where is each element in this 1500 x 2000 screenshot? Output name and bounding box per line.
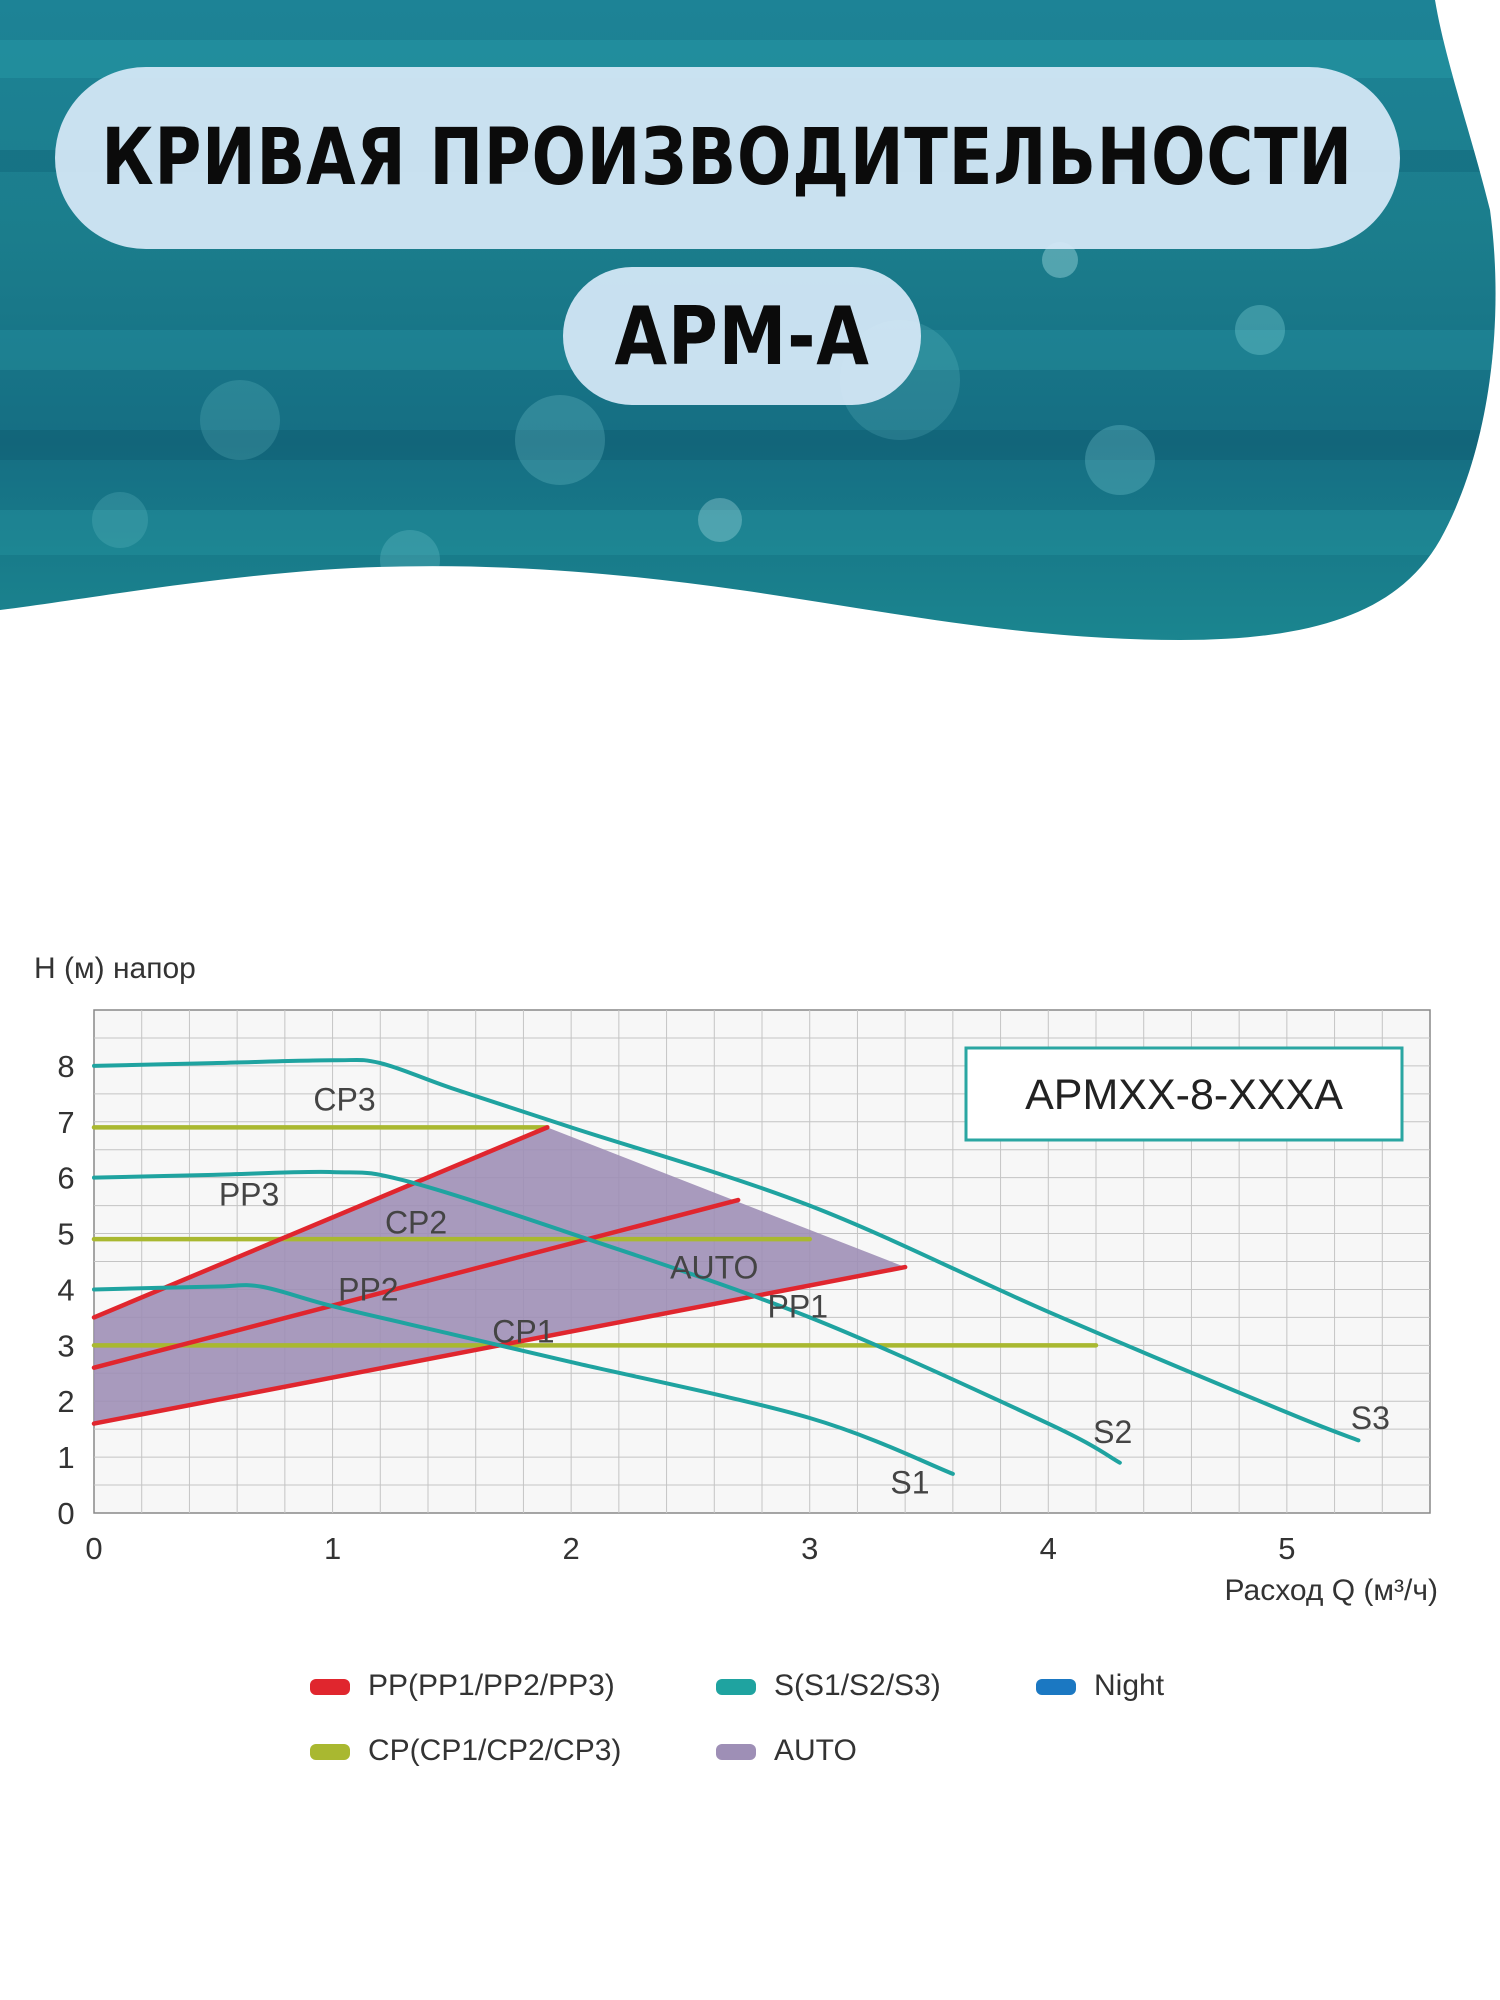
x-tick-label: 5 [1278,1531,1295,1566]
y-tick-label: 4 [57,1272,74,1307]
series-label-cp3: CP3 [313,1082,375,1118]
series-line-pp2 [91,1197,741,1370]
series-line-s1 [92,1283,955,1476]
series-label-s3: S3 [1351,1400,1390,1436]
legend-item: CP(CP1/CP2/CP3) [310,1734,621,1767]
x-tick-label: 3 [801,1531,818,1566]
series-label-cp1: CP1 [492,1314,554,1350]
y-tick-label: 0 [57,1496,74,1531]
page-title-text: КРИВАЯ ПРОИЗВОДИТЕЛЬНОСТИ [101,113,1354,203]
plot-area: CP3 PP3 CP2 PP2 AUTO PP1 CP1 S1 S2 S3 0 1 2 3 4 5 6 7 8 0 1 2… [57,1009,1431,1566]
y-tick-label: 8 [57,1049,74,1084]
legend-swatch [310,1744,350,1760]
page-title: КРИВАЯ ПРОИЗВОДИТЕЛЬНОСТИ [55,67,1400,249]
series-line-s3 [92,1057,1361,1443]
legend-item: AUTO [716,1734,857,1767]
series-label-pp1: PP1 [768,1288,828,1324]
legend-swatch [310,1679,350,1695]
y-tick-label: 1 [57,1440,74,1475]
series-label-cp2: CP2 [385,1205,447,1241]
y-tick-label: 3 [57,1328,74,1363]
legend-label: S(S1/S2/S3) [774,1669,941,1702]
y-tick-label: 6 [57,1161,74,1196]
x-tick-label: 1 [324,1531,341,1566]
y-tick-label: 5 [57,1217,74,1252]
series-label-auto: AUTO [670,1249,758,1285]
legend-label: Night [1094,1669,1165,1702]
y-axis-label: Н (м) напор [34,952,196,985]
series-label-pp3: PP3 [219,1177,279,1213]
x-tick-label: 2 [563,1531,580,1566]
x-axis-label: Расход Q (м³/ч) [1225,1574,1438,1607]
x-tick-label: 4 [1040,1531,1057,1566]
legend-item: PP(PP1/PP2/PP3) [310,1669,615,1702]
legend-label: PP(PP1/PP2/PP3) [368,1669,615,1702]
legend-label: AUTO [774,1734,857,1767]
legend-swatch [716,1679,756,1695]
legend-item: S(S1/S2/S3) [716,1669,941,1702]
y-tick-label: 2 [57,1384,74,1419]
model-badge: APM-A [563,267,921,405]
series-label-pp2: PP2 [338,1272,398,1308]
performance-chart: Н (м) напор CP3 PP3 CP2 PP2 AUTO PP1 CP1 S1 S2 S3… [34,952,1438,1767]
legend-label: CP(CP1/CP2/CP3) [368,1734,621,1767]
series-label-s2: S2 [1093,1414,1132,1450]
model-label: APMXX-8-XXXA [1025,1071,1343,1119]
legend-swatch [1036,1679,1076,1695]
legend: PP(PP1/PP2/PP3) S(S1/S2/S3) Night CP(CP1/CP… [310,1669,1165,1767]
legend-swatch [716,1744,756,1760]
model-badge-text: APM-A [614,289,870,383]
model-label-box: APMXX-8-XXXA [964,1046,1404,1142]
model-label-frame [964,1046,1404,1142]
series-line-s2 [92,1169,1122,1465]
x-tick-label: 0 [85,1531,102,1566]
series-label-s1: S1 [890,1464,929,1500]
auto-area [94,1127,906,1424]
legend-item: Night [1036,1669,1165,1702]
y-tick-label: 7 [57,1105,74,1140]
